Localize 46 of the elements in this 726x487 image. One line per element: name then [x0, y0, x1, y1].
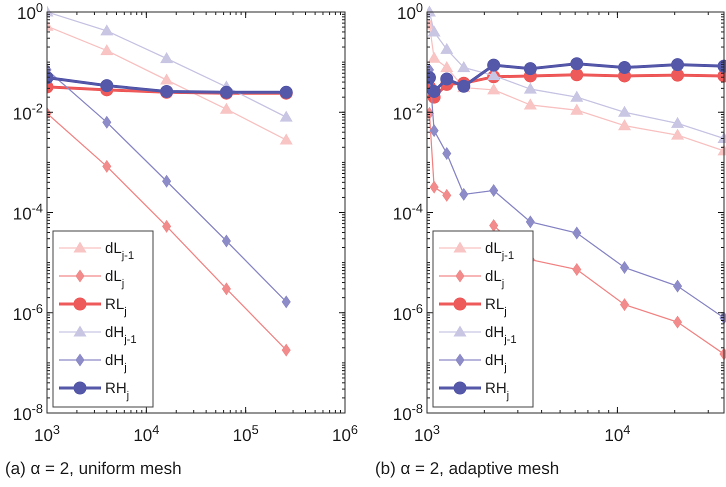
y-tick-label: 10$^{-2}$: [12, 100, 43, 124]
y-tick-label: 10$^{-2}$: [392, 100, 423, 124]
point: [100, 79, 114, 92]
y-tick-label: 10$^{-8}$: [12, 400, 43, 424]
legend-label: dL$_{j-1}$: [485, 240, 514, 262]
point: [160, 52, 174, 64]
x-tick-label: 10$^{4}$: [604, 422, 630, 445]
point: [280, 110, 293, 122]
y-tick-label: 10$^{-4}$: [12, 200, 43, 224]
y-tick-label: 10$^{-4}$: [392, 200, 423, 224]
point: [100, 24, 114, 36]
y-tick-label: 10$^{-6}$: [392, 300, 423, 324]
point: [220, 102, 233, 114]
point: [280, 133, 293, 145]
point: [282, 295, 291, 308]
point: [162, 220, 172, 233]
y-tick-label: 10$^{0}$: [396, 0, 423, 23]
y-tick-label: 10$^{-8}$: [392, 400, 423, 424]
point: [100, 44, 114, 56]
y-tick-label: 10$^{-6}$: [12, 300, 43, 324]
x-tick-label: 10$^{3}$: [414, 422, 440, 445]
legend-label: RH$_{j}$: [485, 380, 510, 402]
x-tick-label: 10$^{5}$: [232, 422, 259, 445]
legend-label: RL$_{j}$: [105, 296, 127, 318]
legend-label: dL$_{j}$: [105, 268, 124, 290]
legend-label: dL$_{j-1}$: [105, 240, 134, 262]
legend-label: dH$_{j}$: [105, 352, 127, 374]
legend-label: RH$_{j}$: [105, 380, 130, 402]
point: [102, 116, 112, 129]
text: (b) α = 2, adaptive mesh: [375, 459, 560, 478]
x-tick-label: 10$^{4}$: [133, 422, 160, 445]
legend-label: dH$_{j-1}$: [485, 324, 517, 346]
point: [162, 174, 172, 188]
point: [160, 73, 174, 85]
legend-label: dH$_{j}$: [485, 352, 507, 374]
y-tick-label: 10$^{0}$: [16, 0, 43, 23]
legend-label: RL$_{j}$: [485, 296, 507, 318]
point: [282, 344, 291, 357]
point: [222, 282, 231, 296]
legend-label: dL$_{j}$: [485, 268, 504, 290]
point: [222, 234, 231, 248]
text: (a) α = 2, uniform mesh: [5, 459, 182, 478]
x-tick-label: 10$^{3}$: [34, 422, 60, 445]
x-tick-label: 10$^{6}$: [332, 422, 358, 445]
point: [102, 160, 112, 173]
legend-label: dH$_{j-1}$: [105, 324, 137, 346]
